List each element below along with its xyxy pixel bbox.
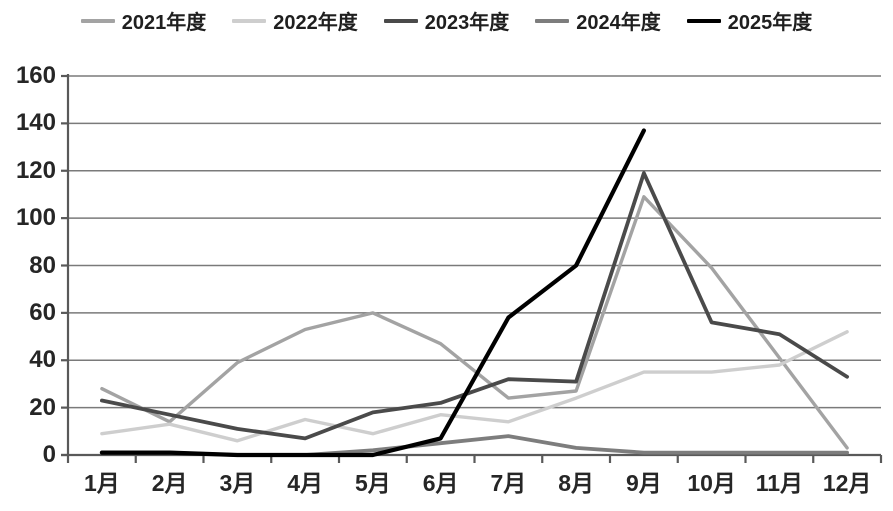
x-axis-label-4: 4月 (287, 470, 324, 496)
legend-line-swatch-2022年度 (232, 18, 267, 23)
legend-line-swatch-2023年度 (383, 18, 418, 23)
x-axis-label-11: 11月 (755, 470, 804, 496)
legend-item-2023年度: 2023年度 (383, 6, 510, 35)
series-line-2021年度 (100, 195, 849, 450)
x-axis-label-5: 5月 (354, 470, 391, 496)
legend-item-2021年度: 2021年度 (80, 6, 207, 35)
legend-label: 2025年度 (727, 12, 813, 34)
y-axis-label-40: 40 (29, 346, 56, 374)
y-axis-label-60: 60 (29, 298, 56, 326)
x-axis-label-3: 3月 (219, 470, 256, 496)
legend-label: 2023年度 (424, 12, 510, 34)
x-axis-label-12: 12月 (822, 470, 872, 496)
y-axis-label-0: 0 (42, 441, 56, 468)
x-axis-label-9: 9月 (625, 470, 662, 496)
x-axis-label-8: 8月 (558, 470, 595, 496)
y-axis-label-80: 80 (29, 251, 56, 279)
legend-line-swatch-2024年度 (535, 18, 570, 23)
x-axis-label-10: 10月 (687, 470, 736, 496)
legend-label: 2021年度 (121, 12, 207, 34)
legend-item-2022年度: 2022年度 (232, 6, 358, 35)
x-axis-label-2: 2月 (151, 470, 188, 496)
x-axis-label-6: 6月 (422, 470, 459, 496)
x-axis-label-1: 1月 (83, 470, 120, 496)
y-axis-label-140: 140 (15, 109, 56, 137)
legend-item-2024年度: 2024年度 (535, 6, 661, 35)
legend-line-swatch-2021年度 (80, 18, 115, 23)
legend-item-2025年度: 2025年度 (686, 6, 813, 35)
legend-label: 2024年度 (576, 12, 661, 34)
y-axis-label-120: 120 (15, 156, 56, 184)
y-axis-label-100: 100 (15, 204, 56, 232)
chart-legend: 2021年度 2022年度 2023年度 2024年度 2025年度 (0, 6, 893, 35)
y-axis-label-160: 160 (15, 62, 56, 89)
y-axis-label-20: 20 (29, 393, 56, 421)
legend-label: 2022年度 (273, 12, 358, 34)
series-line-2022年度 (100, 330, 849, 443)
series-line-2023年度 (100, 171, 849, 441)
x-axis-label-7: 7月 (490, 470, 527, 496)
legend-line-swatch-2025年度 (686, 18, 721, 23)
series-line-2025年度 (99, 128, 647, 458)
